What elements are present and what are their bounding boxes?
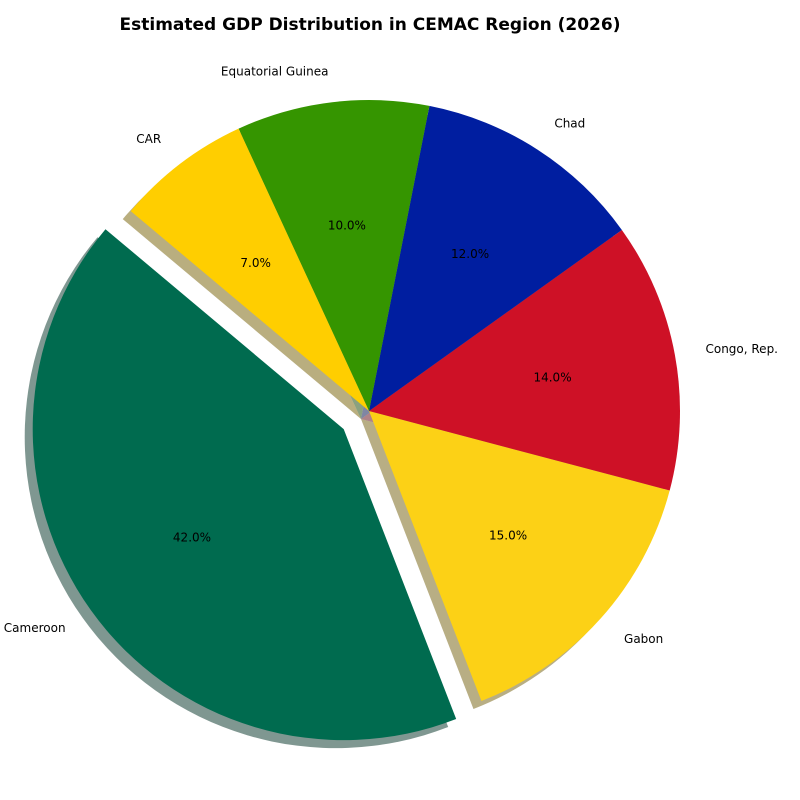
slice-car bbox=[130, 128, 369, 411]
percentage-label: 15.0% bbox=[489, 528, 527, 542]
pie-slices bbox=[32, 100, 680, 741]
percentage-label: 10.0% bbox=[328, 219, 366, 233]
chart-title: Estimated GDP Distribution in CEMAC Regi… bbox=[120, 15, 621, 35]
slice-equatorial-guinea bbox=[238, 100, 430, 412]
category-label: Chad bbox=[554, 116, 585, 130]
category-label: Cameroon bbox=[4, 621, 66, 635]
category-label: CAR bbox=[136, 132, 161, 146]
pie-labels: Cameroon 42.0% Gabon 15.0% Congo, Rep. 14.0% C… bbox=[4, 64, 778, 646]
slice-gabon bbox=[369, 411, 670, 701]
category-label: Gabon bbox=[624, 632, 663, 646]
percentage-label: 14.0% bbox=[533, 370, 571, 384]
percentage-label: 42.0% bbox=[173, 531, 211, 545]
slice-cameroon bbox=[32, 229, 457, 741]
category-label: Congo, Rep. bbox=[705, 342, 778, 356]
category-label: Equatorial Guinea bbox=[221, 64, 329, 78]
slice-congo-rep- bbox=[369, 229, 680, 491]
percentage-label: 7.0% bbox=[240, 256, 271, 270]
slice-chad bbox=[369, 105, 622, 411]
percentage-label: 12.0% bbox=[451, 247, 489, 261]
